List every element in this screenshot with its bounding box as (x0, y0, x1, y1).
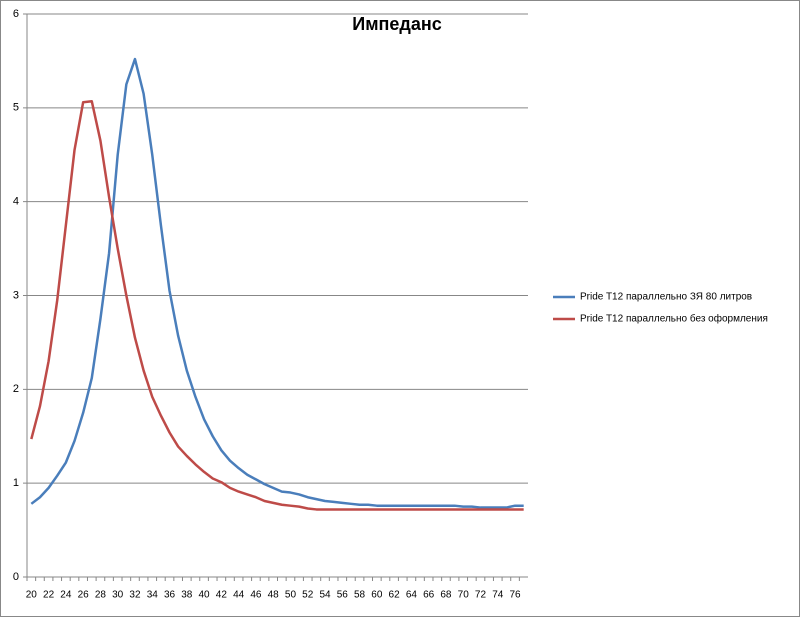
y-tick-label: 3 (13, 289, 19, 301)
x-tick-label: 62 (389, 590, 401, 601)
x-tick-label: 60 (371, 590, 383, 601)
x-tick-label: 20 (26, 590, 38, 601)
chart-title: Импеданс (352, 14, 441, 34)
x-tick-label: 66 (423, 590, 435, 601)
legend-label: Pride T12 параллельно ЗЯ 80 литров (580, 292, 752, 303)
x-tick-label: 40 (199, 590, 211, 601)
x-tick-label: 54 (319, 590, 331, 601)
y-tick-label: 4 (13, 196, 19, 208)
x-tick-label: 30 (112, 590, 124, 601)
x-tick-label: 36 (164, 590, 176, 601)
x-tick-label: 74 (492, 590, 504, 601)
legend-label: Pride T12 параллельно без оформления (580, 313, 768, 325)
x-tick-label: 22 (43, 590, 55, 601)
x-tick-label: 64 (406, 590, 418, 601)
x-tick-label: 76 (509, 590, 521, 601)
line-series (30, 100, 524, 511)
y-tick-label: 5 (13, 102, 19, 114)
x-tick-label: 26 (78, 590, 90, 601)
y-tick-label: 2 (13, 383, 19, 395)
x-tick-label: 38 (181, 590, 193, 601)
x-tick-label: 48 (268, 590, 280, 601)
x-tick-label: 44 (233, 590, 245, 601)
x-tick-label: 52 (302, 590, 314, 601)
x-tick-label: 50 (285, 590, 297, 601)
y-tick-label: 1 (13, 477, 19, 489)
x-tick-label: 72 (475, 590, 487, 601)
y-tick-label: 0 (13, 571, 19, 583)
x-tick-label: 32 (129, 590, 141, 601)
x-tick-label: 56 (337, 590, 349, 601)
x-tick-label: 68 (440, 590, 452, 601)
x-tick-label: 58 (354, 590, 366, 601)
x-tick-label: 46 (250, 590, 262, 601)
x-tick-label: 24 (60, 590, 72, 601)
x-tick-label: 28 (95, 590, 107, 601)
x-tick-label: 34 (147, 590, 159, 601)
y-tick-label: 6 (13, 8, 19, 20)
line-series (30, 57, 524, 509)
x-tick-label: 42 (216, 590, 228, 601)
x-tick-label: 70 (458, 590, 470, 601)
